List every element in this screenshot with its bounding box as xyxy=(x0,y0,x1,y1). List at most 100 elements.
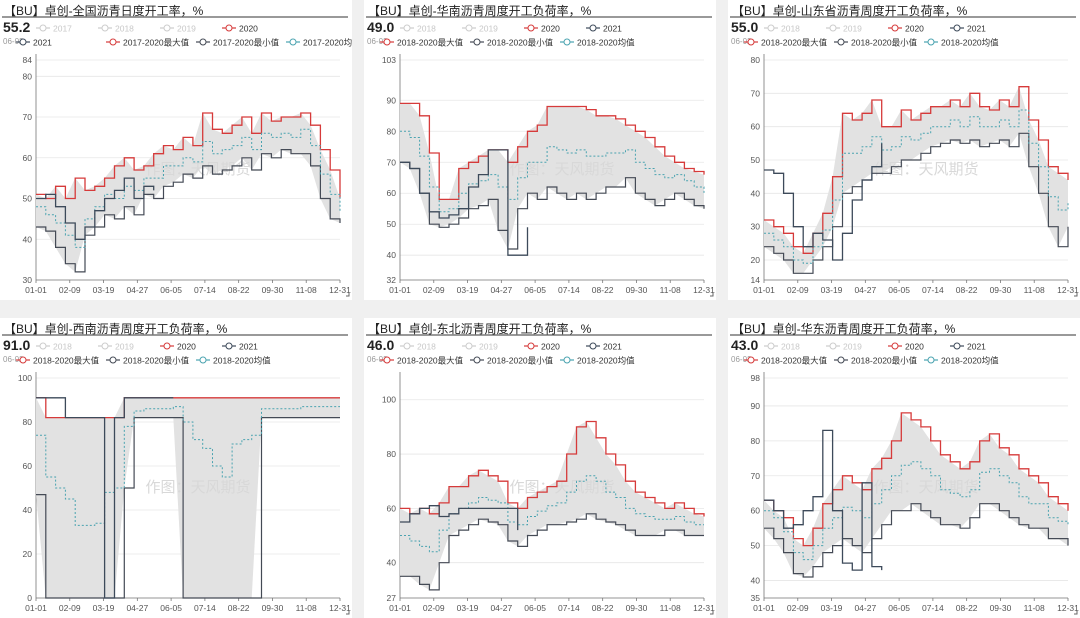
x-tick-label: 06-05 xyxy=(888,285,910,295)
legend-label: 2018 xyxy=(781,342,800,352)
chart-panel: 【BU】卓创-东北沥青周度开工负荷率，% 46.0 06-02 2018 2019… xyxy=(364,318,716,618)
latest-date: 06-02 xyxy=(3,37,24,46)
legend-item: 2018-2020最大值 xyxy=(380,38,464,48)
y-tick-label: 40 xyxy=(751,576,761,586)
y-tick-label: 60 xyxy=(23,153,33,163)
x-tick-label: 11-08 xyxy=(1024,285,1045,295)
series-line-avg xyxy=(36,406,340,526)
legend-item: 2020 xyxy=(888,342,924,352)
legend-label: 2021 xyxy=(239,342,258,352)
y-tick-label: 80 xyxy=(23,417,33,427)
x-tick-label: 09-30 xyxy=(626,603,648,613)
legend-swatch-marker xyxy=(403,342,411,350)
x-tick-label: 02-09 xyxy=(787,603,809,613)
x-tick-label: 09-30 xyxy=(262,603,284,613)
legend-item: 2020 xyxy=(160,342,196,352)
x-tick-label: 01-01 xyxy=(389,285,411,295)
legend-swatch-marker xyxy=(19,38,27,46)
legend-label: 2018-2020均值 xyxy=(941,356,999,366)
series-line-y2021 xyxy=(36,177,155,240)
legend-item: 2018 xyxy=(764,24,800,34)
panel-title: 【BU】卓创-西南沥青周度开工负荷率，% xyxy=(4,322,228,336)
watermark: 作图：天风期货 xyxy=(509,479,614,496)
x-tick-label: 08-22 xyxy=(956,285,978,295)
legend-item: 2018 xyxy=(36,342,72,352)
x-tick-label: 03-19 xyxy=(821,285,843,295)
y-tick-label: 100 xyxy=(18,373,32,383)
y-tick-label: 32 xyxy=(387,275,397,285)
legend-swatch-marker xyxy=(767,342,775,350)
y-tick-label: 60 xyxy=(751,506,761,516)
legend-item: 2021 xyxy=(950,24,986,34)
legend-label: 2018-2020最大值 xyxy=(33,356,100,366)
legend-swatch-marker xyxy=(101,24,109,32)
legend-item: 2019 xyxy=(160,24,196,34)
watermark: 作图：天风期货 xyxy=(873,479,978,496)
legend-label: 2018-2020均值 xyxy=(213,356,271,366)
latest-value: 55.0 xyxy=(731,19,759,35)
y-tick-label: 27 xyxy=(387,593,397,603)
y-tick-label: 14 xyxy=(751,275,761,285)
legend-swatch-marker xyxy=(473,38,481,46)
x-tick-label: 02-09 xyxy=(423,285,445,295)
latest-date: 06-02 xyxy=(3,355,24,364)
legend-item: 2018-2020均值 xyxy=(924,38,999,48)
x-tick-label: 08-22 xyxy=(228,285,250,295)
series-line-y2021 xyxy=(400,149,529,256)
y-tick-label: 35 xyxy=(751,593,761,603)
y-tick-label: 80 xyxy=(387,126,397,136)
line-chart: 2018 2019 2020 2021 2018-2020最大值 2018-2020最小值… xyxy=(2,334,351,615)
legend-item: 2020 xyxy=(888,24,924,34)
legend-label: 2021 xyxy=(603,24,622,34)
x-tick-label: 08-22 xyxy=(228,603,250,613)
series-line-min xyxy=(400,513,704,591)
x-tick-label: 11-08 xyxy=(660,603,681,613)
legend-item: 2018-2020最大值 xyxy=(744,356,828,366)
x-tick-label: 04-27 xyxy=(490,285,512,295)
x-tick-label: 09-30 xyxy=(990,285,1012,295)
x-tick-label: 03-19 xyxy=(93,285,115,295)
legend-label: 2018 xyxy=(53,342,72,352)
legend-item: 2019 xyxy=(826,24,862,34)
legend-label: 2021 xyxy=(33,38,52,48)
legend-item: 2017-2020均值 xyxy=(286,38,352,48)
y-tick-label: 20 xyxy=(23,549,33,559)
x-tick-label: 01-01 xyxy=(389,603,411,613)
x-tick-label: 06-05 xyxy=(160,603,182,613)
x-tick-label: 07-14 xyxy=(194,603,216,613)
legend-label: 2018-2020最小值 xyxy=(123,356,190,366)
y-tick-label: 70 xyxy=(751,471,761,481)
x-tick-label: 08-22 xyxy=(592,603,614,613)
x-tick-label: 11-08 xyxy=(1024,603,1045,613)
legend-swatch-marker xyxy=(747,38,755,46)
y-tick-label: 60 xyxy=(387,503,397,513)
legend-swatch-marker xyxy=(829,24,837,32)
legend-swatch-marker xyxy=(837,38,845,46)
latest-value: 55.2 xyxy=(3,19,31,35)
legend-item: 2018-2020最小值 xyxy=(834,38,918,48)
line-chart: 2018 2019 2020 2021 2018-2020最大值 2018-2020最小值… xyxy=(366,334,715,615)
resize-corner xyxy=(346,611,350,615)
legend-item: 2019 xyxy=(98,342,134,352)
x-tick-label: 06-05 xyxy=(524,285,546,295)
x-tick-label: 06-05 xyxy=(888,603,910,613)
latest-value: 91.0 xyxy=(3,337,31,353)
legend-item: 2021 xyxy=(950,342,986,352)
legend-label: 2019 xyxy=(115,342,134,352)
y-tick-label: 60 xyxy=(751,122,761,132)
legend-swatch-marker xyxy=(163,342,171,350)
chart-panel: 【BU】卓创-华南沥青周度开工负荷率，% 49.0 06-02 2018 2019… xyxy=(364,0,716,300)
chart-panel: 【BU】卓创-山东省沥青周度开工负荷率，% 55.0 06-02 2018 201… xyxy=(728,0,1080,300)
series-line-y2021 xyxy=(36,397,174,599)
legend-item: 2018-2020均值 xyxy=(924,356,999,366)
legend-item: 2021 xyxy=(586,24,622,34)
y-tick-label: 103 xyxy=(382,55,396,65)
min-max-band xyxy=(36,397,340,598)
legend-swatch-marker xyxy=(403,24,411,32)
legend-label: 2018-2020均值 xyxy=(577,38,635,48)
series-line-y2021 xyxy=(764,143,883,261)
watermark: 作图：天风期货 xyxy=(509,161,614,178)
line-chart: 2018 2019 2020 2021 2018-2020最大值 2018-2020最小值… xyxy=(730,16,1079,297)
legend-item: 2018 xyxy=(764,342,800,352)
legend-item: 2019 xyxy=(462,24,498,34)
